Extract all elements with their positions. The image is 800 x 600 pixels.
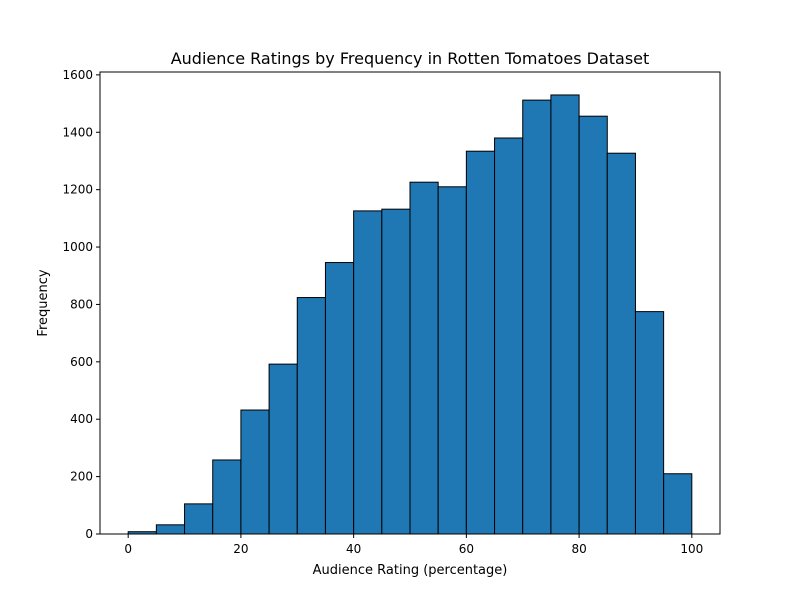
y-tick-label: 400 — [70, 412, 93, 426]
y-axis: 0 200 400 600 800 1000 1200 1400 1600 — [62, 68, 100, 541]
y-tick-label: 800 — [70, 297, 93, 311]
y-tick-label: 1000 — [62, 240, 93, 254]
histogram-bar — [381, 208, 411, 535]
y-tick-label: 600 — [70, 355, 93, 369]
histogram-bar — [550, 94, 580, 535]
x-axis-label: Audience Rating (percentage) — [313, 563, 508, 578]
histogram-bar — [324, 262, 355, 535]
y-tick-label: 1400 — [62, 125, 93, 139]
histogram-bar — [606, 152, 636, 535]
x-tick-label: 0 — [124, 542, 132, 556]
histogram-bar — [634, 311, 665, 535]
x-tick-label: 80 — [571, 542, 586, 556]
histogram-bar — [494, 137, 524, 535]
histogram-bar — [212, 459, 242, 535]
chart-title: Audience Ratings by Frequency in Rotten … — [171, 49, 650, 68]
plot-frame — [99, 71, 721, 535]
histogram-bar — [663, 473, 693, 535]
histogram-bar — [184, 503, 214, 535]
y-tick-label: 1600 — [62, 68, 93, 82]
histogram-bar — [353, 210, 383, 535]
x-axis: 0 20 40 60 80 100 — [124, 534, 703, 556]
histogram-bar — [437, 186, 467, 535]
x-tick-label: 60 — [459, 542, 474, 556]
histogram-bar — [155, 524, 186, 535]
x-tick-label: 40 — [346, 542, 361, 556]
histogram-bar — [240, 409, 270, 535]
y-tick-label: 0 — [85, 527, 93, 541]
x-tick-label: 100 — [680, 542, 703, 556]
histogram-bar — [465, 150, 496, 535]
histogram-bar — [409, 181, 439, 535]
histogram-bar — [296, 297, 326, 535]
bars-group — [127, 94, 693, 535]
histogram-bar — [268, 363, 298, 535]
y-axis-label: Frequency — [36, 269, 51, 336]
x-tick-label: 20 — [233, 542, 248, 556]
y-tick-label: 200 — [70, 470, 93, 484]
histogram-bar — [522, 99, 552, 535]
histogram-bar — [578, 115, 608, 535]
y-tick-label: 1200 — [62, 183, 93, 197]
